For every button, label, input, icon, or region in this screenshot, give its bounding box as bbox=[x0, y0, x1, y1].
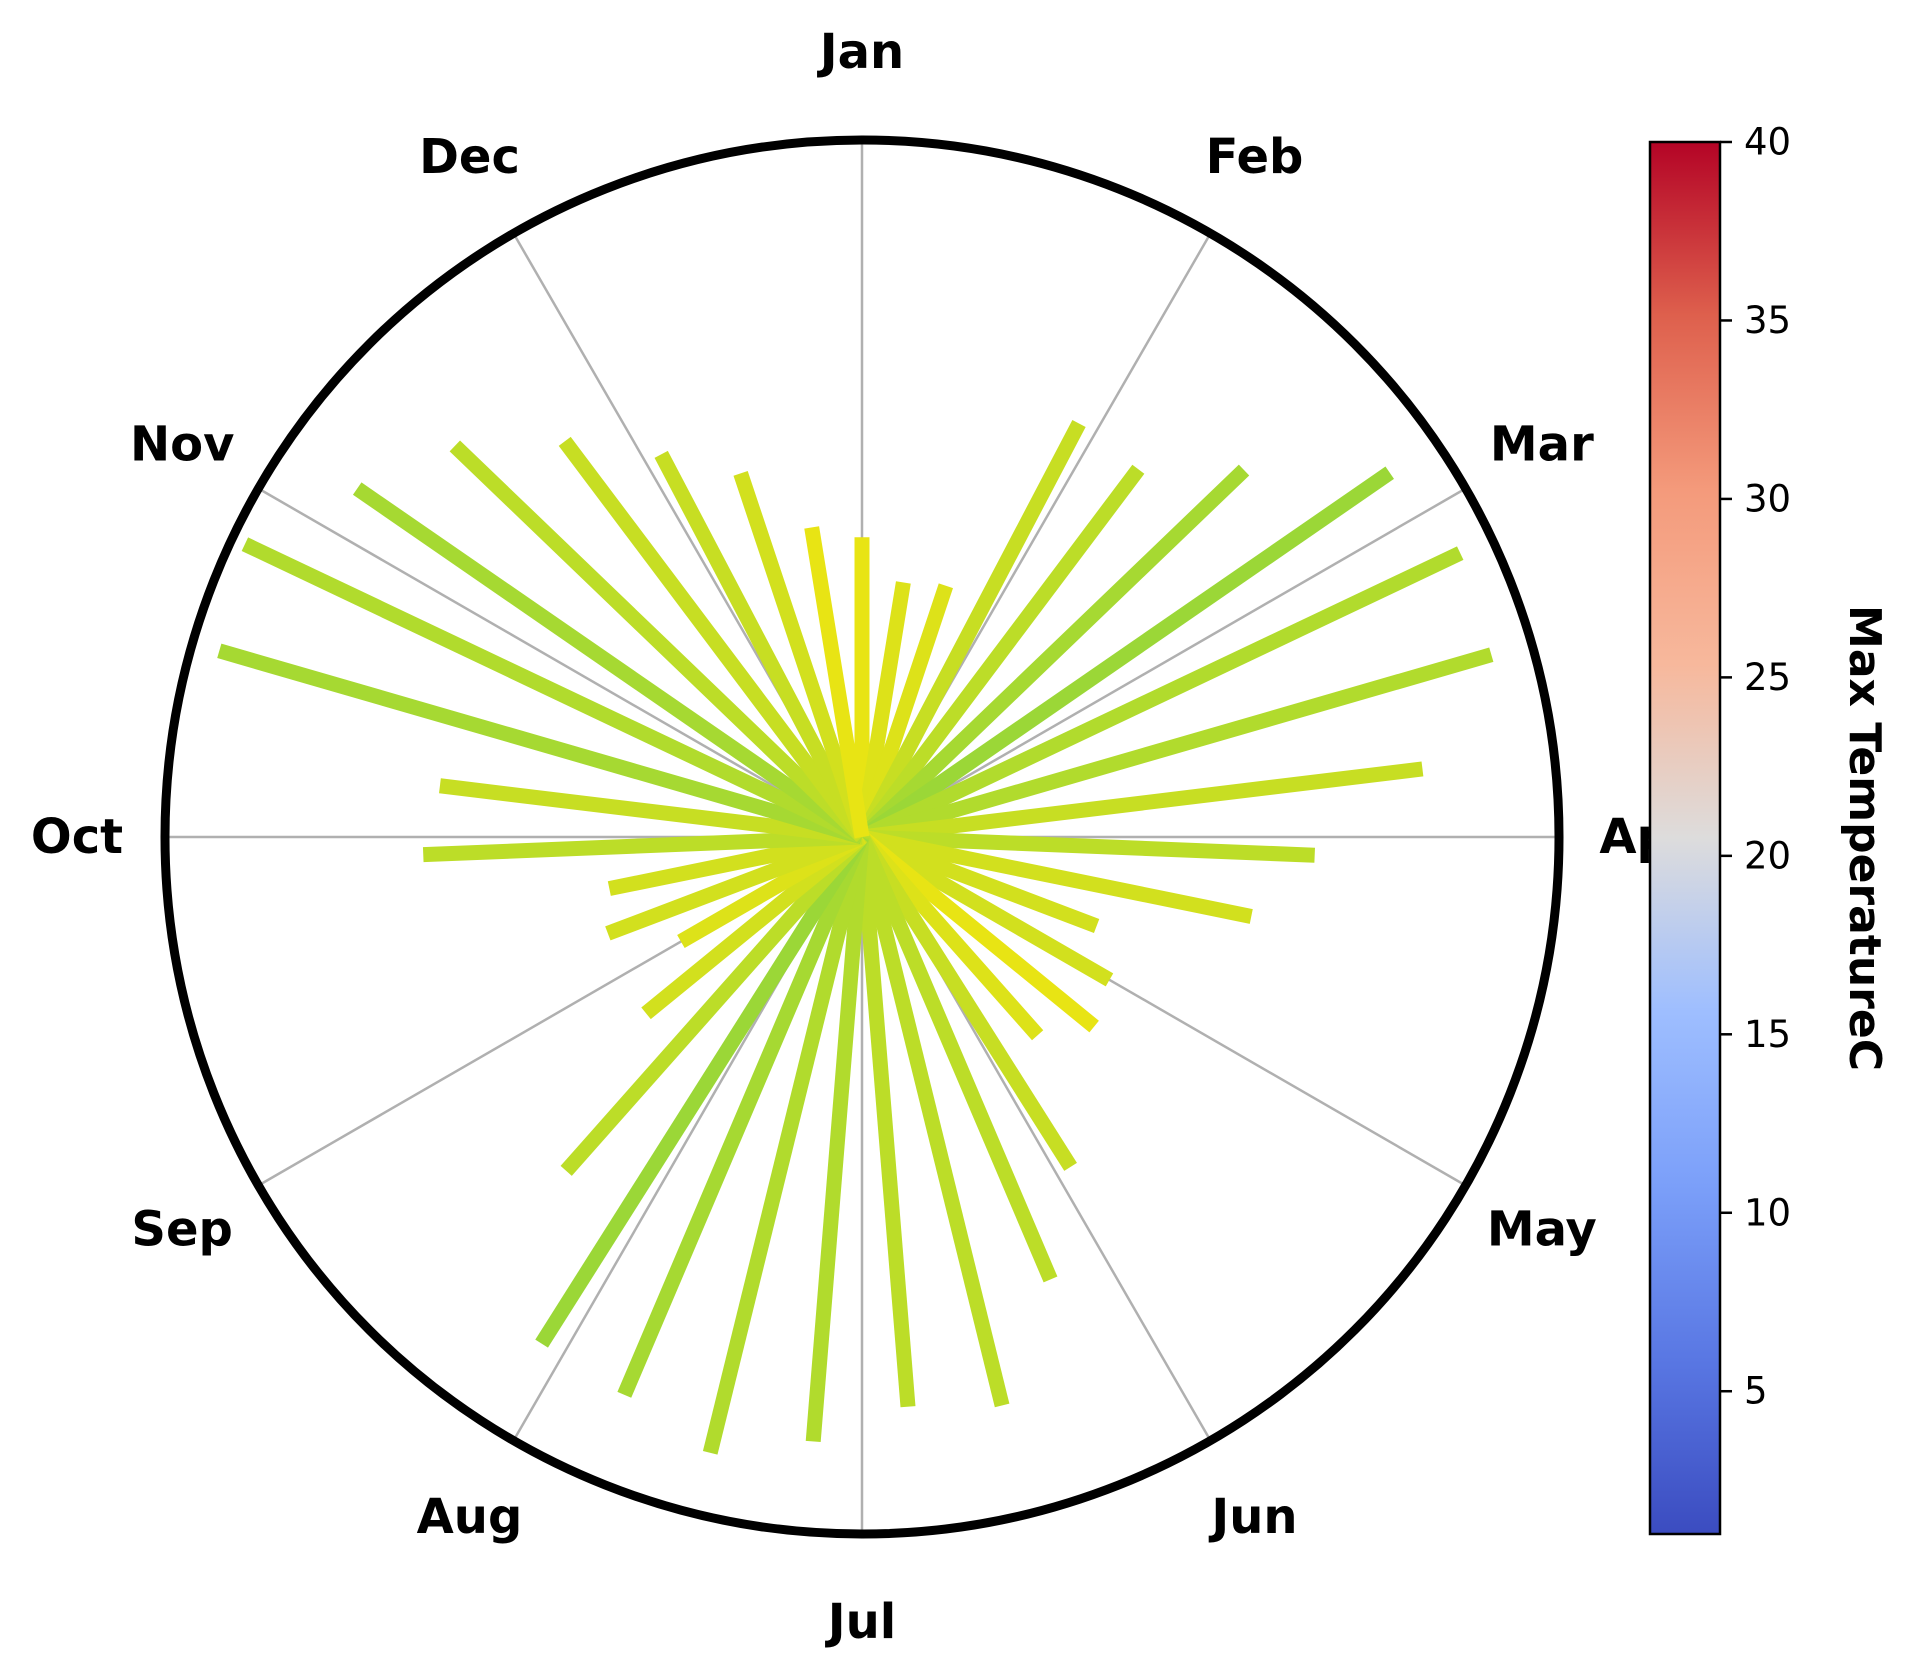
spoke-34 bbox=[352, 482, 867, 844]
polar-frame bbox=[160, 135, 1564, 1539]
spoke-17 bbox=[855, 832, 1077, 1171]
month-label-jan: Jan bbox=[817, 24, 904, 80]
gridline-mar bbox=[861, 487, 1467, 839]
colorbar-tick-label-5: 5 bbox=[1744, 1370, 1768, 1413]
colorbar-tick-label-25: 25 bbox=[1744, 656, 1791, 699]
month-label-aug: Aug bbox=[417, 1489, 523, 1545]
month-label-mar: Mar bbox=[1490, 417, 1594, 473]
spoke-19 bbox=[854, 835, 1010, 1408]
spoke-22 bbox=[702, 835, 870, 1455]
spoke-35 bbox=[449, 440, 868, 843]
spoke-6 bbox=[856, 464, 1250, 843]
colorbar-tick-label-20: 20 bbox=[1744, 834, 1791, 877]
colorbar-tick-label-35: 35 bbox=[1744, 299, 1791, 342]
spoke-4 bbox=[855, 420, 1086, 841]
colorbar-tick-label-10: 10 bbox=[1744, 1191, 1791, 1234]
spoke-23 bbox=[617, 834, 869, 1398]
spoke-25 bbox=[560, 832, 868, 1176]
month-label-dec: Dec bbox=[419, 129, 520, 185]
gridline-nov bbox=[257, 487, 863, 839]
spoke-30 bbox=[422, 829, 863, 863]
spoke-37 bbox=[654, 450, 869, 841]
colorbar-tick-label-15: 15 bbox=[1744, 1013, 1791, 1056]
month-label-may: May bbox=[1487, 1202, 1597, 1258]
spoke-8 bbox=[858, 546, 1464, 844]
spoke-31 bbox=[439, 778, 863, 845]
colorbar: 5 10 15 20 25 30 35 40 Max TemperatureC bbox=[1648, 121, 1890, 1536]
spoke-14 bbox=[858, 830, 1114, 987]
spoke-10 bbox=[861, 761, 1424, 845]
colorbar-ticks: 5 10 15 20 25 30 35 40 bbox=[1720, 121, 1791, 1413]
spoke-39 bbox=[804, 526, 870, 839]
spoke-32 bbox=[217, 643, 865, 845]
spoke-36 bbox=[558, 436, 868, 842]
month-label-jun: Jun bbox=[1208, 1489, 1297, 1545]
spoke-7 bbox=[857, 466, 1394, 844]
spoke-9 bbox=[859, 647, 1494, 845]
spoke-24 bbox=[535, 832, 869, 1348]
colorbar-tick-label-30: 30 bbox=[1744, 477, 1791, 520]
spoke-18 bbox=[855, 834, 1058, 1283]
spoke-38 bbox=[733, 471, 870, 840]
month-label-feb: Feb bbox=[1206, 129, 1304, 185]
colorbar-gradient bbox=[1648, 140, 1722, 1536]
spoke-33 bbox=[241, 537, 866, 844]
month-label-sep: Sep bbox=[131, 1202, 232, 1258]
month-label-jul: Jul bbox=[825, 1594, 896, 1650]
temperature-spokes bbox=[217, 420, 1494, 1455]
spoke-11 bbox=[861, 829, 1315, 863]
colorbar-tick-label-40: 40 bbox=[1744, 121, 1791, 164]
spoke-12 bbox=[860, 829, 1253, 924]
spoke-21 bbox=[805, 836, 870, 1443]
spoke-5 bbox=[856, 464, 1145, 842]
month-label-nov: Nov bbox=[130, 417, 234, 473]
spoke-15 bbox=[857, 831, 1099, 1033]
colorbar-label: Max TemperatureC bbox=[1839, 605, 1890, 1071]
spoke-20 bbox=[854, 836, 916, 1408]
month-label-oct: Oct bbox=[31, 809, 123, 865]
